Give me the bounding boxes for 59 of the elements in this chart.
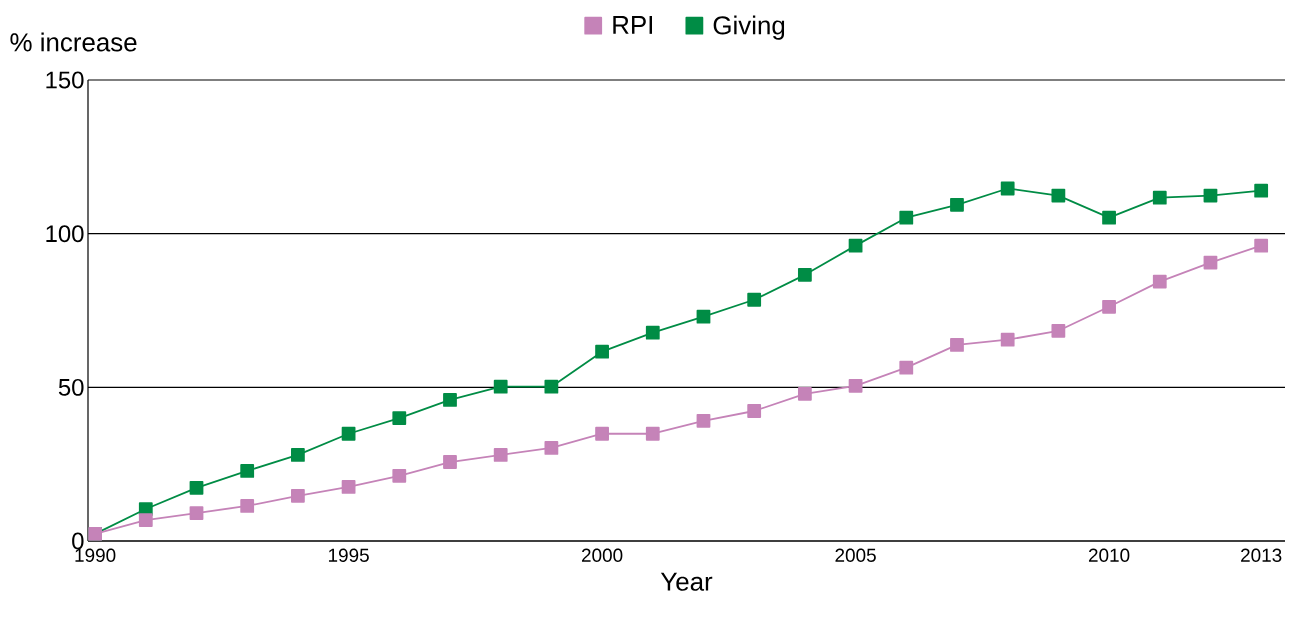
point [797,267,812,282]
x-tick-label: 2000 [581,548,623,562]
point [1102,299,1116,314]
point [950,197,964,212]
point [1000,181,1015,196]
point [392,468,407,483]
x-tick-label: 2013 [1241,548,1282,562]
point [1254,183,1269,198]
point [595,344,609,359]
legend-label: RPI [613,16,652,34]
legend-label: Giving [713,15,785,40]
y-axis-title: % increase [10,32,137,52]
point [899,360,914,375]
point [189,506,204,520]
x-tick-label: 1990 [75,548,116,562]
point [1152,274,1167,289]
point [493,448,508,462]
point [493,379,508,394]
point [645,426,660,441]
x-tick-label: 2010 [1088,548,1130,562]
point [848,378,863,393]
point [443,455,457,469]
point [1254,238,1269,253]
y-tick-label: 50 [58,378,84,396]
point [240,464,255,478]
point [1051,323,1066,338]
x-tick-label: 1995 [328,548,369,562]
point [544,379,559,394]
point [797,386,812,401]
point [848,238,863,253]
point [1051,188,1066,203]
x-axis-title: Year [660,572,713,591]
point [290,448,305,462]
y-tick-label: 150 [46,71,84,89]
point [1000,332,1015,347]
point [544,440,559,455]
point [189,480,204,495]
point [950,338,964,352]
point [392,411,407,425]
point [696,309,711,324]
y-tick-label: 100 [46,225,84,243]
point [1203,188,1218,203]
point [645,325,660,340]
y-tick-label: 0 [72,532,84,550]
point [240,499,255,513]
x-tick-label: 2005 [835,548,876,562]
point [341,480,356,494]
point [443,393,457,407]
point [138,513,153,527]
point [747,292,762,307]
point [899,210,914,225]
point [595,426,609,441]
point [696,413,711,428]
point [747,404,762,418]
point [1152,190,1167,205]
point [341,426,356,441]
point [1102,210,1116,225]
point [290,488,305,503]
point [1203,255,1218,270]
